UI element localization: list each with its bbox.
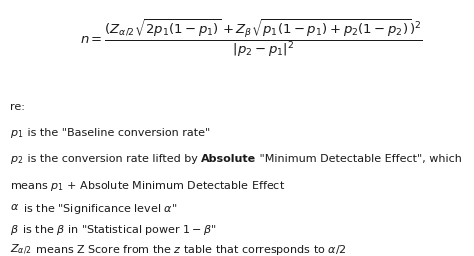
Text: is the conversion rate lifted by: is the conversion rate lifted by — [24, 154, 201, 164]
Text: is the "Baseline conversion rate": is the "Baseline conversion rate" — [24, 128, 210, 138]
Text: $p_2$: $p_2$ — [10, 154, 24, 166]
Text: $\alpha$: $\alpha$ — [10, 202, 19, 212]
Text: means Z Score from the $z$ table that corresponds to $\alpha$/2: means Z Score from the $z$ table that co… — [32, 243, 346, 256]
Text: $Z_{\alpha/2}$: $Z_{\alpha/2}$ — [10, 243, 32, 256]
Text: Absolute: Absolute — [201, 154, 256, 164]
Text: is the $\beta$ in "Statistical power $1 - \beta$": is the $\beta$ in "Statistical power $1 … — [19, 223, 217, 237]
Text: means $p_1$ + Absolute Minimum Detectable Effect: means $p_1$ + Absolute Minimum Detectabl… — [10, 179, 286, 193]
Text: re:: re: — [10, 102, 25, 112]
Text: "Minimum Detectable Effect", which: "Minimum Detectable Effect", which — [256, 154, 462, 164]
Text: $\beta$: $\beta$ — [10, 223, 19, 237]
Text: is the "Significance level $\alpha$": is the "Significance level $\alpha$" — [19, 202, 177, 216]
Text: $n = \dfrac{(Z_{\alpha/2}\sqrt{2p_1(1-p_1)} + Z_{\beta}\sqrt{p_1(1-p_1) + p_2(1-: $n = \dfrac{(Z_{\alpha/2}\sqrt{2p_1(1-p_… — [80, 18, 422, 59]
Text: $p_1$: $p_1$ — [10, 128, 24, 140]
